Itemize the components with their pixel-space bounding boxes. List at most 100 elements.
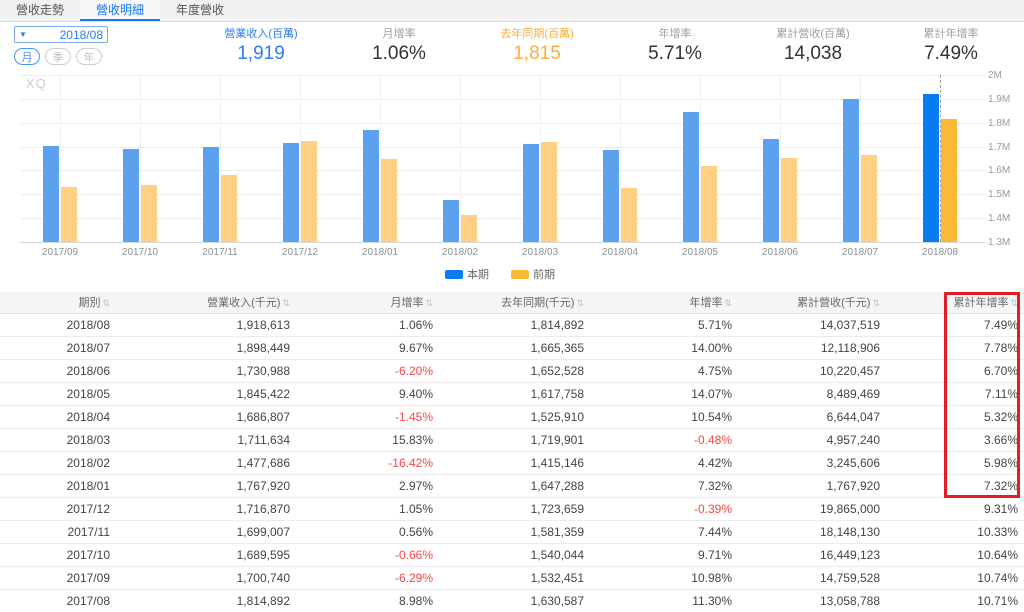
cell-期別: 2018/05 — [0, 382, 116, 406]
bar-current-2018/02 — [443, 200, 459, 242]
controls-metrics-strip: ▼ 2018/08 月季年 營業收入(百萬) 1,919 月增率 1.06% 去年同期(… — [0, 22, 1024, 70]
metric-label: 去年同期(百萬) — [500, 28, 574, 40]
gridline-h — [20, 194, 985, 196]
column-header-5[interactable]: 累計營收(千元) ⇅ — [738, 292, 886, 314]
bar-current-2018/08 — [923, 94, 939, 242]
cell-去年同期(千元): 1,532,451 — [439, 566, 590, 590]
cell-期別: 2018/07 — [0, 336, 116, 360]
period-dropdown[interactable]: ▼ 2018/08 — [14, 26, 108, 43]
legend-label: 本期 — [467, 269, 489, 281]
cell-期別: 2017/10 — [0, 543, 116, 567]
legend-swatch-icon — [445, 269, 463, 279]
gridline-h — [20, 98, 985, 100]
column-header-2[interactable]: 月增率 ⇅ — [296, 292, 439, 314]
bar-previous-2018/05 — [701, 166, 717, 242]
cell-營業收入(千元): 1,477,686 — [116, 451, 296, 475]
column-header-label: 年增率 — [689, 297, 723, 310]
column-header-label: 期別 — [78, 297, 101, 310]
granularity-pill-1[interactable]: 季 — [45, 48, 71, 65]
cell-累計年增率: 10.33% — [886, 520, 1024, 544]
bar-previous-2017/10 — [141, 185, 157, 242]
cell-期別: 2018/08 — [0, 313, 116, 337]
legend-label: 前期 — [533, 269, 555, 281]
tab-0[interactable]: 營收走勢 — [16, 3, 65, 17]
x-axis-label: 2018/07 — [841, 247, 879, 258]
cell-累計年增率: 10.64% — [886, 543, 1024, 567]
tab-1[interactable]: 營收明細 — [80, 0, 161, 21]
gridline-v — [300, 75, 301, 242]
table-row: 2017/09 1,700,740 -6.29% 1,532,451 10.98% 14,… — [0, 566, 1024, 590]
sort-icon: ⇅ — [102, 298, 110, 309]
column-header-label: 累計營收(千元) — [797, 297, 871, 310]
cell-累計營收(千元): 4,957,240 — [738, 428, 886, 452]
column-header-0[interactable]: 期別 ⇅ — [0, 292, 116, 314]
table-row: 2018/06 1,730,988 -6.20% 1,652,528 4.75% 10,2… — [0, 359, 1024, 383]
bar-current-2017/09 — [43, 146, 59, 242]
legend-item-0[interactable]: 本期 — [445, 266, 489, 282]
highlight-dashed-line — [940, 75, 941, 242]
metric-4: 累計營收(百萬) 14,038 — [744, 25, 882, 65]
metric-label: 累計營收(百萬) — [776, 28, 850, 40]
metric-label: 營業收入(百萬) — [224, 28, 298, 40]
bar-previous-2017/12 — [301, 141, 317, 242]
cell-營業收入(千元): 1,700,740 — [116, 566, 296, 590]
cell-期別: 2017/09 — [0, 566, 116, 590]
column-header-1[interactable]: 營業收入(千元) ⇅ — [116, 292, 296, 314]
bar-previous-2018/01 — [381, 159, 397, 242]
x-axis-label: 2018/03 — [521, 247, 559, 258]
cell-累計年增率: 7.49% — [886, 313, 1024, 337]
y-axis-tick: 1.3M — [988, 237, 1011, 248]
cell-年增率: 11.30% — [590, 589, 738, 612]
column-header-4[interactable]: 年增率 ⇅ — [590, 292, 738, 314]
legend-swatch-icon — [511, 269, 529, 279]
cell-累計營收(千元): 19,865,000 — [738, 497, 886, 521]
bar-current-2018/01 — [363, 130, 379, 242]
cell-去年同期(千元): 1,652,528 — [439, 359, 590, 383]
cell-累計年增率: 7.32% — [886, 474, 1024, 498]
sort-icon: ⇅ — [282, 298, 290, 309]
metric-value: 7.49% — [924, 43, 978, 64]
metric-label: 累計年增率 — [923, 28, 979, 40]
metric-0: 營業收入(百萬) 1,919 — [192, 25, 330, 65]
table-row: 2017/08 1,814,892 8.98% 1,630,587 11.30% 13,0… — [0, 589, 1024, 612]
cell-去年同期(千元): 1,814,892 — [439, 313, 590, 337]
granularity-pill-2[interactable]: 年 — [76, 48, 102, 65]
bar-previous-2018/06 — [781, 158, 797, 242]
cell-營業收入(千元): 1,699,007 — [116, 520, 296, 544]
cell-去年同期(千元): 1,647,288 — [439, 474, 590, 498]
cell-累計年增率: 10.71% — [886, 589, 1024, 612]
cell-月增率: -6.20% — [296, 359, 439, 383]
table-row: 2018/08 1,918,613 1.06% 1,814,892 5.71% 14,03… — [0, 313, 1024, 337]
tab-2[interactable]: 年度營收 — [176, 3, 225, 17]
cell-去年同期(千元): 1,723,659 — [439, 497, 590, 521]
cell-年增率: 7.32% — [590, 474, 738, 498]
x-axis-label: 2017/11 — [202, 247, 238, 258]
gridline-v — [380, 75, 381, 242]
cell-期別: 2018/02 — [0, 451, 116, 475]
table-row: 2017/11 1,699,007 0.56% 1,581,359 7.44% 18,14… — [0, 520, 1024, 544]
cell-營業收入(千元): 1,689,595 — [116, 543, 296, 567]
metric-2: 去年同期(百萬) 1,815 — [468, 25, 606, 65]
x-axis-label: 2017/12 — [281, 247, 319, 258]
column-header-3[interactable]: 去年同期(千元) ⇅ — [439, 292, 590, 314]
cell-期別: 2017/11 — [0, 520, 116, 544]
cell-營業收入(千元): 1,845,422 — [116, 382, 296, 406]
gridline-h — [20, 146, 985, 148]
gridline-v — [460, 75, 461, 242]
cell-年增率: 9.71% — [590, 543, 738, 567]
cell-期別: 2018/04 — [0, 405, 116, 429]
column-header-6[interactable]: 累計年增率 ⇅ — [886, 292, 1024, 314]
watermark: XQ — [26, 76, 47, 91]
bar-previous-2018/02 — [461, 215, 477, 242]
metric-5: 累計年增率 7.49% — [882, 25, 1020, 65]
cell-累計年增率: 3.66% — [886, 428, 1024, 452]
granularity-pill-0[interactable]: 月 — [14, 48, 40, 65]
chart-legend: 本期 前期 — [0, 266, 1000, 282]
cell-月增率: 8.98% — [296, 589, 439, 612]
cell-去年同期(千元): 1,525,910 — [439, 405, 590, 429]
cell-累計年增率: 7.78% — [886, 336, 1024, 360]
x-axis-label: 2017/10 — [121, 247, 159, 258]
legend-item-1[interactable]: 前期 — [511, 266, 555, 282]
cell-年增率: 4.75% — [590, 359, 738, 383]
